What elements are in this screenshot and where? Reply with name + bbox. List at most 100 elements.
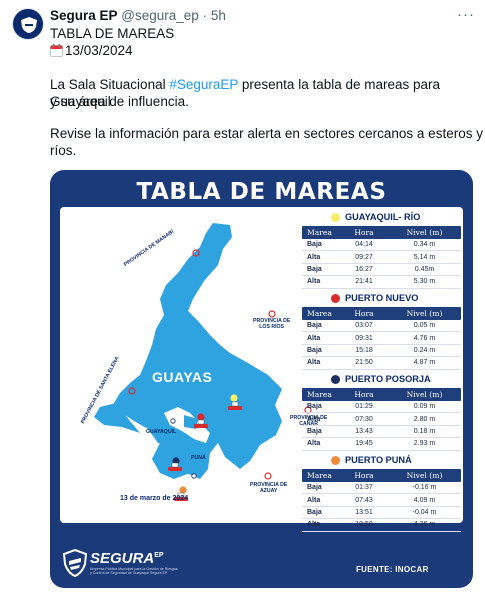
cell-nivel: 4.26 m — [413, 521, 436, 529]
station-name: PUERTO NUEVO — [345, 293, 419, 303]
station-name: PUERTO PUNÁ — [345, 455, 412, 465]
cell-nivel: 2.80 m — [413, 415, 436, 423]
table-row: Alta 07:30 2.80 m — [302, 413, 461, 426]
cell-nivel: -0.16 m — [412, 484, 437, 492]
province-label: GUAYAS — [152, 369, 213, 385]
brand-text: SEGURA — [90, 550, 155, 567]
station-color-dot — [331, 374, 340, 384]
col-marea: Marea — [307, 390, 332, 399]
manabi-marker — [192, 249, 200, 257]
cell-marea: Baja — [307, 265, 322, 273]
cell-nivel: 5.14 m — [413, 253, 436, 261]
guayas-map — [94, 223, 312, 501]
more-options-button[interactable]: ··· — [457, 6, 475, 23]
label-canar: PROVINCIA DE CAÑAR — [290, 415, 327, 427]
cell-hora: 16:27 — [355, 265, 373, 273]
station-table-puerto-puna: Marea Hora Nivel (m) Baja 01:37 -0.16 m Al… — [302, 469, 461, 532]
table-row: Alta 09:27 5.14 m — [302, 251, 461, 264]
cell-marea: Alta — [307, 521, 321, 529]
table-row: Baja 04:14 0.34 m — [302, 239, 461, 252]
cell-marea: Alta — [307, 253, 321, 261]
cell-marea: Alta — [307, 440, 321, 448]
col-marea: Marea — [307, 228, 332, 237]
segura-logo-icon — [62, 549, 88, 577]
cell-hora: 19:58 — [355, 521, 373, 529]
label-canar-line1: PROVINCIA DE — [290, 415, 328, 421]
cell-marea: Alta — [307, 415, 321, 423]
tweet-paragraph-1-line2: y su área de influencia. — [50, 94, 189, 109]
table-row: Baja 01:29 0.09 m — [302, 401, 461, 414]
island-small-2 — [220, 403, 236, 437]
boat-icon-4 — [174, 492, 188, 501]
table-header: Marea Hora Nivel (m) — [302, 226, 461, 239]
cell-hora: 01:37 — [355, 484, 373, 492]
cell-marea: Alta — [307, 359, 321, 367]
cell-hora: 07:30 — [355, 415, 373, 423]
cell-marea: Alta — [307, 278, 321, 286]
station-table-puerto-nuevo: Marea Hora Nivel (m) Baja 03:07 0.05 m Alt… — [302, 307, 461, 370]
author-handle[interactable]: @segura_ep — [121, 8, 199, 23]
station-color-dot — [331, 293, 340, 303]
table-row: Alta 09:31 4.76 m — [302, 332, 461, 345]
cell-marea: Alta — [307, 496, 321, 504]
table-row: Baja 01:37 -0.16 m — [302, 482, 461, 495]
cell-hora: 09:31 — [355, 334, 373, 342]
cell-hora: 15:18 — [355, 346, 373, 354]
col-hora: Hora — [354, 390, 374, 399]
cell-hora: 13:43 — [355, 427, 373, 435]
santa-elena-marker — [128, 387, 136, 395]
cell-marea: Baja — [307, 403, 322, 411]
label-azuay-line1: PROVINCIA DE — [250, 482, 288, 488]
avatar[interactable] — [12, 8, 44, 40]
tweet-time[interactable]: 5h — [210, 8, 226, 23]
puerto-nuevo-marker — [197, 413, 205, 421]
puna-town-marker — [191, 473, 197, 479]
label-los-rios-line1: PROVINCIA DE — [253, 318, 291, 324]
tide-table-image[interactable]: TABLA DE MAREAS — [50, 170, 473, 588]
cell-hora: 13:51 — [355, 508, 373, 516]
col-marea: Marea — [307, 471, 332, 480]
cell-marea: Baja — [307, 508, 322, 516]
col-nivel: Nivel (m) — [406, 390, 443, 399]
tweet-header: Segura EP @segura_ep · 5h — [50, 8, 226, 24]
para1-text-end: presenta la tabla de mareas para Guayaqu… — [50, 77, 441, 109]
station-header-guayaquil-rio: GUAYAQUIL- RÍO — [331, 212, 420, 222]
label-azuay: PROVINCIA DE AZUAY — [250, 482, 287, 494]
tweet-line-title: TABLA DE MAREAS — [50, 26, 175, 41]
col-hora: Hora — [354, 228, 374, 237]
cell-nivel: 5.30 m — [413, 278, 436, 286]
col-nivel: Nivel (m) — [406, 309, 443, 318]
para1-text-start: La Sala Situacional — [50, 77, 170, 92]
brand-name: SEGURAEP — [90, 550, 164, 567]
table-row: Baja 13:43 0.18 m — [302, 426, 461, 439]
station-header-puerto-nuevo: PUERTO NUEVO — [331, 293, 418, 303]
boat-icon-3 — [168, 462, 182, 471]
station-table-guayaquil-rio: Marea Hora Nivel (m) Baja 04:14 0.34 m Alt… — [302, 226, 461, 289]
cell-nivel: -0.04 m — [412, 508, 437, 516]
guayaquil-rio-marker — [230, 394, 238, 402]
station-name: GUAYAQUIL- RÍO — [345, 212, 421, 222]
table-row: Alta 19:45 2.93 m — [302, 438, 461, 451]
author-name[interactable]: Segura EP — [50, 8, 118, 23]
cell-nivel: 4.87 m — [413, 359, 436, 367]
col-hora: Hora — [354, 309, 374, 318]
cell-nivel: 0.05 m — [413, 322, 436, 330]
cell-hora: 21:41 — [355, 278, 373, 286]
station-name: PUERTO POSORJA — [345, 374, 431, 384]
label-puna: PUNÁ — [191, 455, 206, 461]
cell-nivel: 0.34 m — [413, 241, 436, 249]
calendar-icon — [50, 44, 63, 57]
table-row: Baja 13:51 -0.04 m — [302, 507, 461, 520]
map-date: 13 de marzo de 2024 — [120, 495, 189, 502]
cell-marea: Baja — [307, 346, 322, 354]
hashtag-link[interactable]: #SeguraEP — [169, 77, 239, 92]
cell-hora: 19:45 — [355, 440, 373, 448]
station-header-puerto-posorja: PUERTO POSORJA — [331, 374, 431, 384]
table-row: Baja 15:18 0.24 m — [302, 345, 461, 358]
col-hora: Hora — [354, 471, 374, 480]
label-guayaquil: GUAYAQUIL — [146, 429, 177, 435]
table-row: Alta 21:41 5.30 m — [302, 276, 461, 289]
coast-lobe — [94, 403, 140, 433]
cell-hora: 03:07 — [355, 322, 373, 330]
